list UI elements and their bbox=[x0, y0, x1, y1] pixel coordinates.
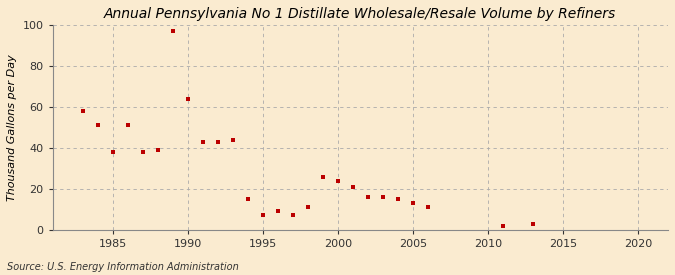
Text: Source: U.S. Energy Information Administration: Source: U.S. Energy Information Administ… bbox=[7, 262, 238, 272]
Title: Annual Pennsylvania No 1 Distillate Wholesale/Resale Volume by Refiners: Annual Pennsylvania No 1 Distillate Whol… bbox=[104, 7, 616, 21]
Y-axis label: Thousand Gallons per Day: Thousand Gallons per Day bbox=[7, 54, 17, 201]
